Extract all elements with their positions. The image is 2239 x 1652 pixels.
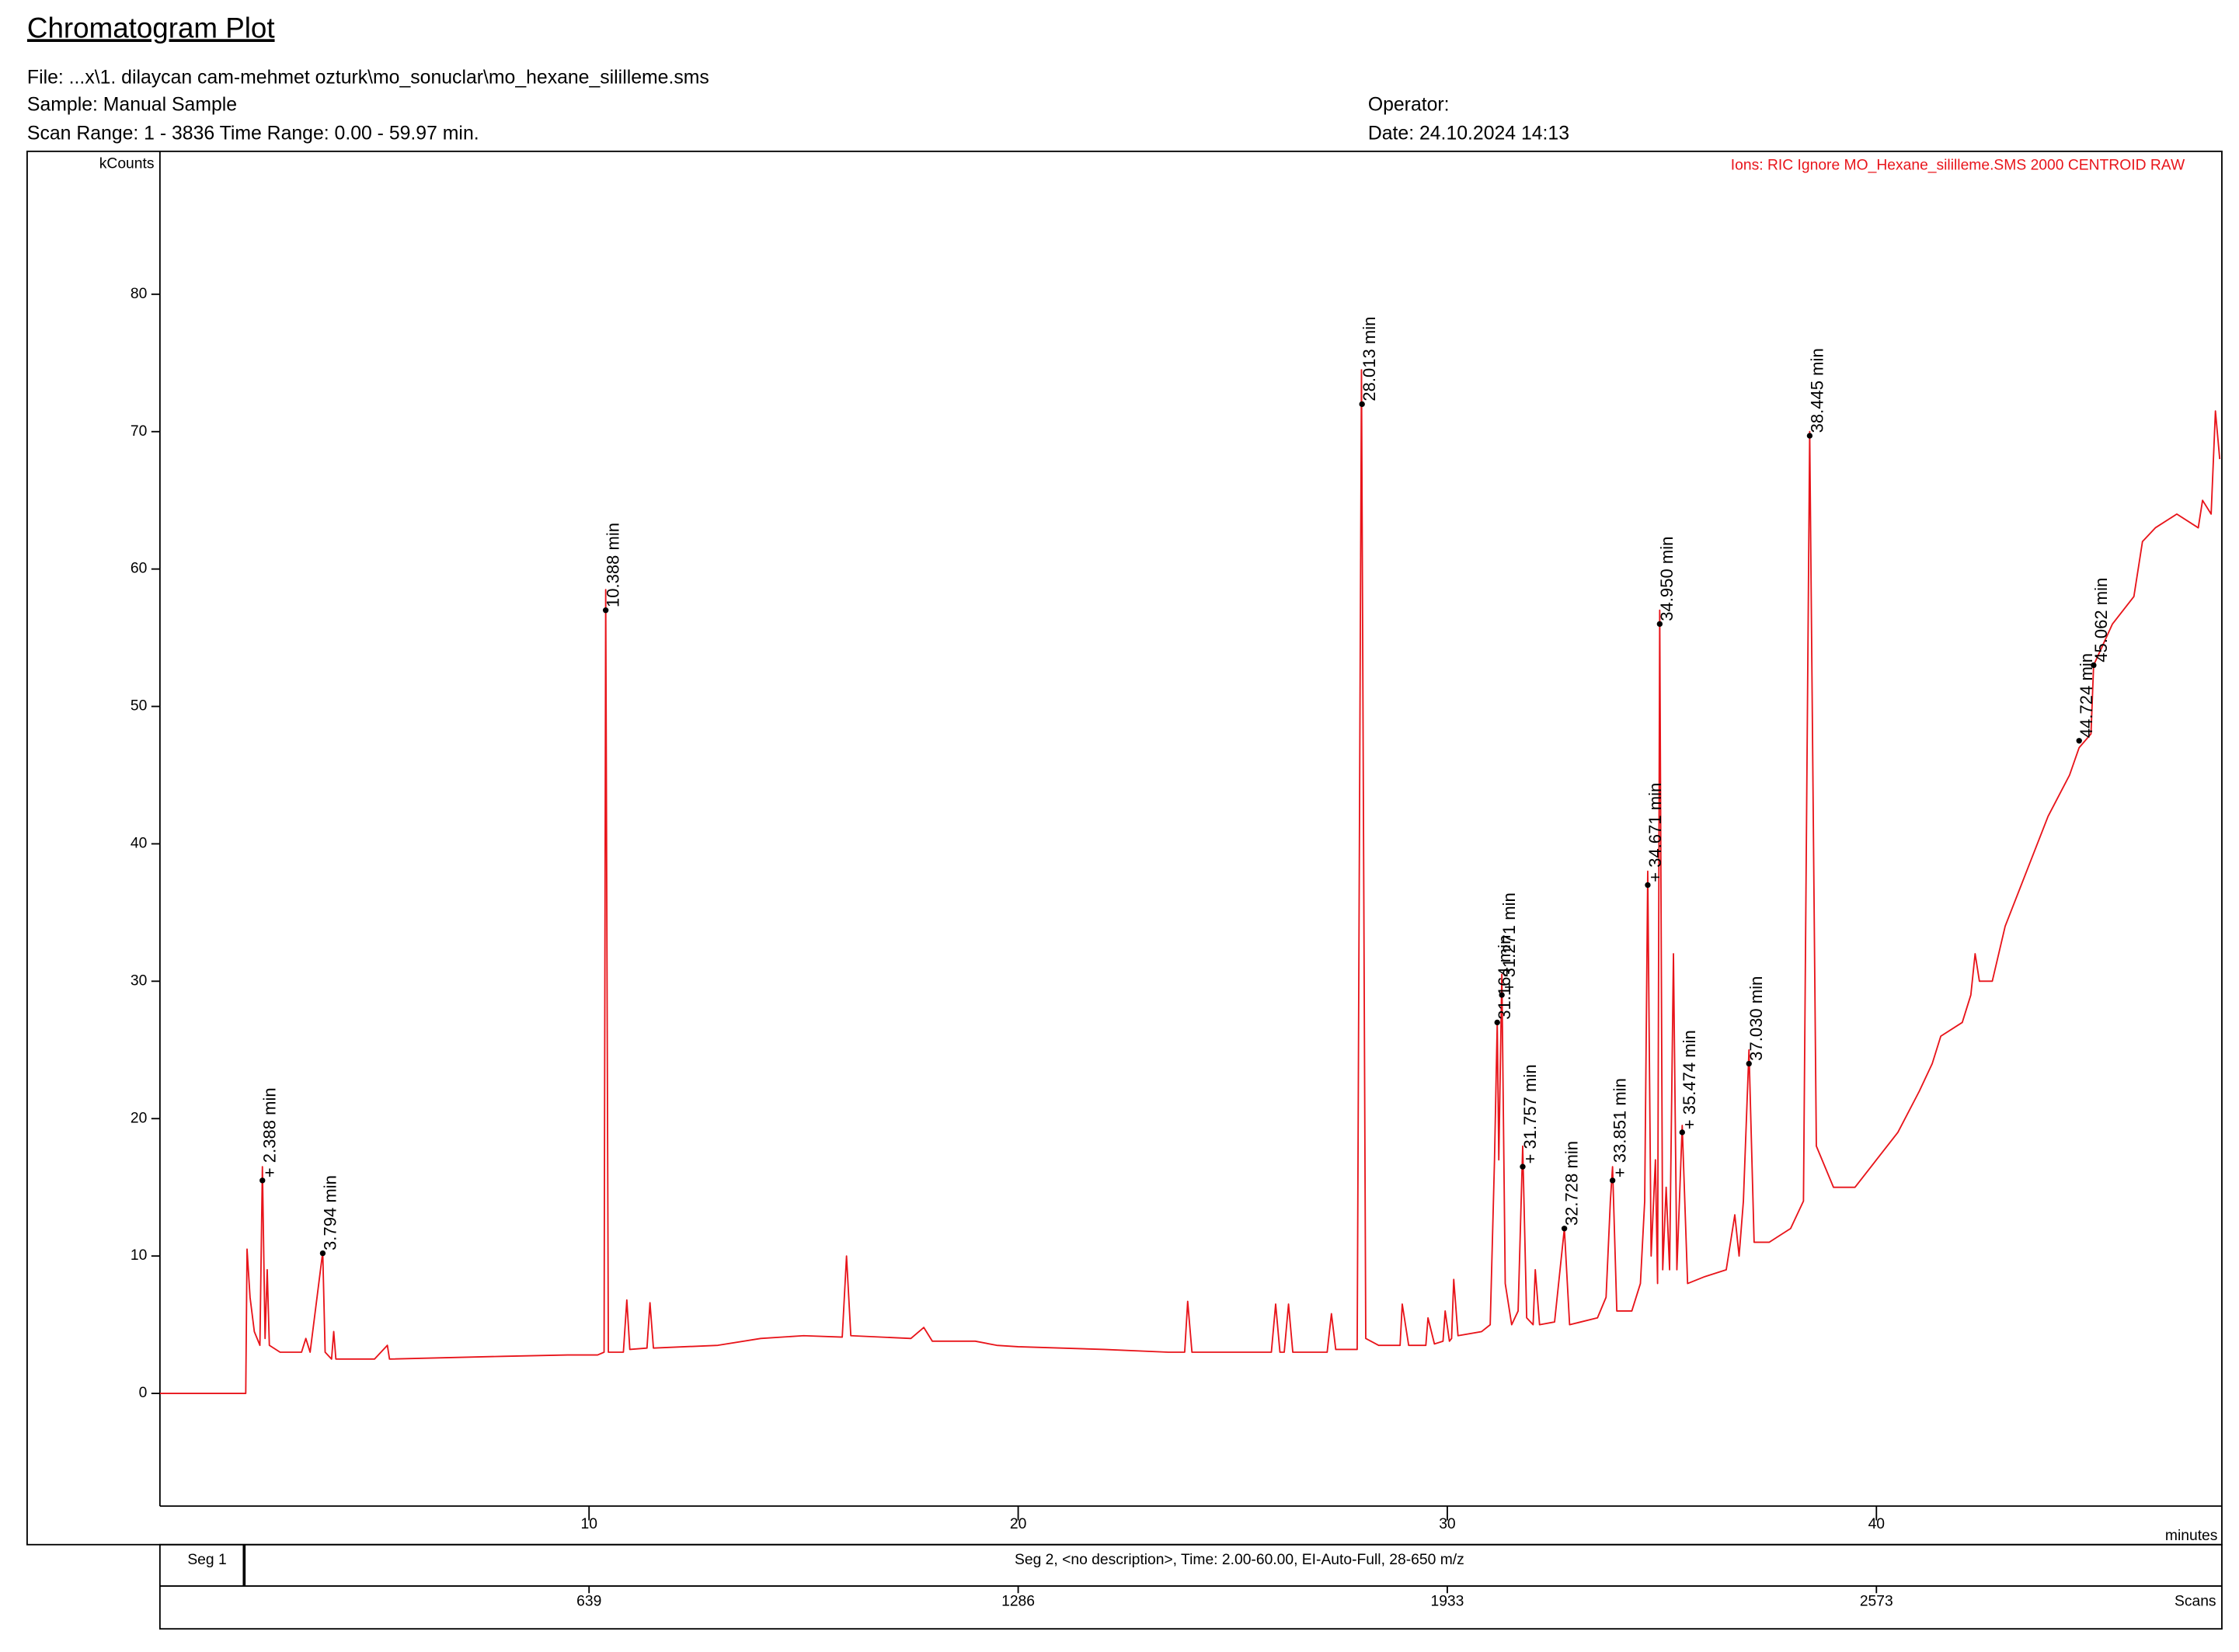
y-tick-label: 80 bbox=[131, 286, 147, 302]
peak-label: 31.164 min bbox=[1495, 935, 1514, 1020]
scan-tick-label: 2573 bbox=[1860, 1593, 1893, 1609]
peak-label: + 2.388 min bbox=[260, 1087, 280, 1177]
peak-label: 28.013 min bbox=[1360, 317, 1379, 402]
peak-marker bbox=[259, 1177, 266, 1184]
peak-marker bbox=[1645, 882, 1651, 889]
peak-label: 38.445 min bbox=[1807, 348, 1826, 433]
scan-tick-label: 1933 bbox=[1430, 1593, 1464, 1609]
y-tick-label: 60 bbox=[131, 561, 147, 577]
peak-marker bbox=[1609, 1177, 1616, 1184]
y-tick-label: 20 bbox=[131, 1110, 147, 1126]
plot-frame bbox=[26, 150, 2223, 1546]
peak-marker bbox=[1520, 1163, 1526, 1170]
peak-marker bbox=[2076, 738, 2082, 744]
x-tick-label: 20 bbox=[1010, 1516, 1026, 1532]
operator-line: Operator: bbox=[1368, 95, 1450, 116]
segment-label: Seg 2, <no description>, Time: 2.00-60.0… bbox=[1015, 1552, 1464, 1568]
peak-label: 37.030 min bbox=[1746, 976, 1766, 1061]
plot-area bbox=[159, 369, 2221, 1394]
peak-label: + 34.671 min bbox=[1645, 783, 1665, 882]
y-tick-label: 30 bbox=[131, 972, 147, 989]
peak-marker bbox=[1746, 1060, 1752, 1067]
sample-line: Sample: Manual Sample bbox=[27, 95, 237, 116]
peak-marker bbox=[1656, 621, 1663, 628]
chart-title: Chromatogram Plot bbox=[27, 12, 275, 43]
segment-label: Seg 1 bbox=[187, 1552, 226, 1568]
file-line: File: ...x\1. dilaycan cam-mehmet ozturk… bbox=[27, 68, 709, 89]
peak-marker bbox=[2091, 662, 2097, 669]
x-axis-label: minutes bbox=[2165, 1528, 2218, 1544]
peak-marker bbox=[1561, 1226, 1568, 1232]
peak-label: + 33.851 min bbox=[1610, 1078, 1630, 1177]
scan-tick-label: 1286 bbox=[1001, 1593, 1035, 1609]
scan-tick-label: 639 bbox=[576, 1593, 601, 1609]
peak-marker bbox=[1494, 1019, 1500, 1026]
date-line: Date: 24.10.2024 14:13 bbox=[1368, 123, 1569, 144]
scans-label: Scans bbox=[2175, 1593, 2216, 1609]
y-tick-label: 70 bbox=[131, 423, 147, 440]
x-tick-label: 10 bbox=[580, 1516, 597, 1532]
peak-label: 45.062 min bbox=[2091, 578, 2111, 663]
peak-label: 32.728 min bbox=[1562, 1141, 1581, 1226]
y-tick-label: 50 bbox=[131, 698, 147, 715]
peak-marker bbox=[319, 1250, 326, 1257]
peak-label: + 35.474 min bbox=[1680, 1030, 1699, 1129]
peak-marker bbox=[1679, 1129, 1685, 1136]
peak-marker bbox=[1359, 401, 1365, 408]
x-tick-label: 30 bbox=[1439, 1516, 1455, 1532]
y-tick-label: 10 bbox=[131, 1247, 147, 1264]
y-tick-label: 40 bbox=[131, 836, 147, 852]
peak-marker bbox=[1806, 433, 1813, 439]
peak-label: + 31.757 min bbox=[1520, 1064, 1540, 1163]
peak-label: 3.794 min bbox=[320, 1175, 340, 1250]
chromatogram-trace bbox=[159, 369, 2221, 1394]
peak-label: + 31.271 min bbox=[1499, 892, 1519, 992]
peak-marker bbox=[1499, 992, 1505, 998]
y-axis-label: kCounts bbox=[99, 155, 155, 172]
ions-label: Ions: RIC Ignore MO_Hexane_sililleme.SMS… bbox=[1731, 157, 2185, 173]
peak-marker bbox=[602, 607, 609, 614]
y-tick-label: 0 bbox=[139, 1385, 148, 1401]
peak-label: 10.388 min bbox=[604, 523, 623, 607]
x-tick-label: 40 bbox=[1868, 1516, 1885, 1532]
peak-label: 34.950 min bbox=[1657, 537, 1677, 621]
scan-range-line: Scan Range: 1 - 3836 Time Range: 0.00 - … bbox=[27, 123, 479, 144]
